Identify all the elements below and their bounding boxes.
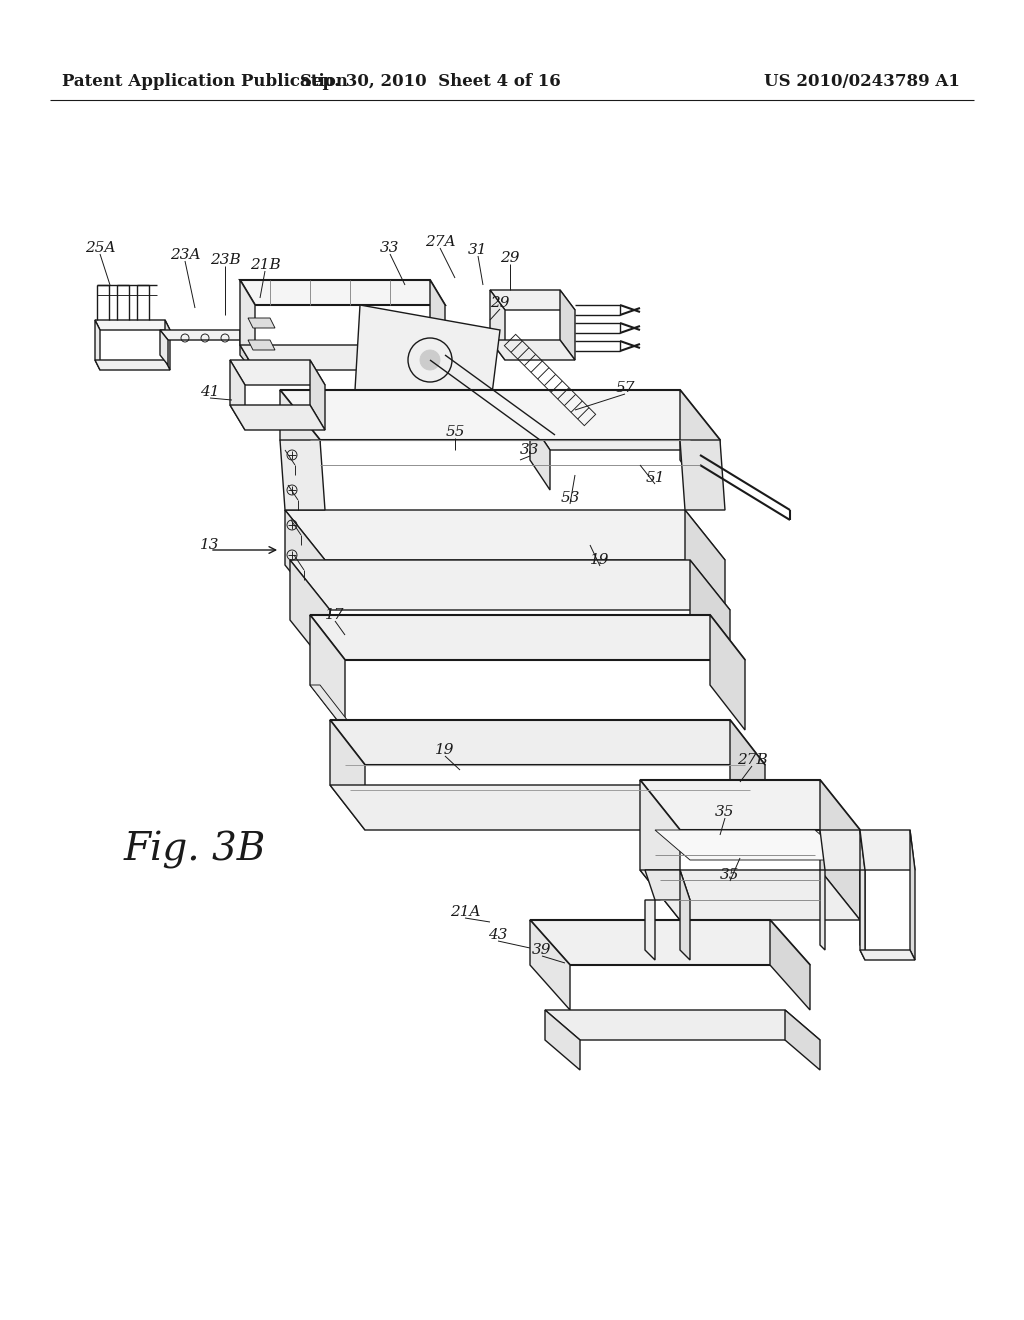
Polygon shape (785, 1010, 820, 1071)
Polygon shape (248, 341, 275, 350)
Text: 33: 33 (380, 242, 399, 255)
Text: 41: 41 (201, 385, 220, 399)
Polygon shape (680, 870, 690, 960)
Polygon shape (560, 290, 575, 360)
Polygon shape (285, 510, 325, 615)
Polygon shape (645, 870, 690, 900)
Text: 53: 53 (560, 491, 580, 506)
Polygon shape (240, 330, 248, 366)
Polygon shape (910, 830, 915, 960)
Text: 27B: 27B (736, 752, 767, 767)
Polygon shape (530, 920, 570, 1010)
Polygon shape (285, 510, 725, 560)
Polygon shape (240, 280, 445, 305)
Polygon shape (490, 290, 575, 310)
Polygon shape (860, 830, 915, 870)
Text: 29: 29 (501, 251, 520, 265)
Polygon shape (860, 870, 865, 960)
Polygon shape (95, 360, 170, 370)
Polygon shape (165, 319, 170, 370)
Polygon shape (820, 870, 825, 950)
Text: 33: 33 (520, 444, 540, 457)
Text: 27A: 27A (425, 235, 456, 249)
Polygon shape (290, 560, 730, 610)
Polygon shape (860, 950, 915, 960)
Polygon shape (820, 830, 865, 870)
Text: 39: 39 (532, 942, 552, 957)
Polygon shape (430, 280, 445, 370)
Polygon shape (545, 1010, 580, 1071)
Polygon shape (310, 685, 355, 730)
Polygon shape (280, 389, 720, 440)
Text: 29: 29 (490, 296, 510, 310)
Text: 35: 35 (720, 869, 739, 882)
Text: 31: 31 (468, 243, 487, 257)
Polygon shape (160, 330, 168, 366)
Polygon shape (240, 280, 255, 370)
Text: 57: 57 (615, 381, 635, 395)
Text: 55: 55 (445, 425, 465, 440)
Polygon shape (730, 719, 765, 830)
Text: 21A: 21A (450, 906, 480, 919)
Polygon shape (330, 719, 365, 830)
Polygon shape (690, 560, 730, 671)
Text: 25A: 25A (85, 242, 116, 255)
Polygon shape (240, 345, 445, 370)
Circle shape (420, 350, 440, 370)
Text: 21B: 21B (250, 257, 281, 272)
Polygon shape (770, 920, 810, 1010)
Text: 23A: 23A (170, 248, 201, 261)
Text: Patent Application Publication: Patent Application Publication (62, 74, 348, 91)
Polygon shape (530, 420, 700, 450)
Polygon shape (355, 305, 500, 411)
Polygon shape (95, 319, 170, 330)
Polygon shape (860, 830, 865, 950)
Text: 17: 17 (326, 609, 345, 622)
Polygon shape (95, 319, 100, 370)
Polygon shape (640, 780, 680, 920)
Polygon shape (680, 420, 700, 490)
Polygon shape (280, 440, 325, 510)
Text: 43: 43 (488, 928, 508, 942)
Polygon shape (645, 900, 655, 960)
Text: Fig. 3B: Fig. 3B (124, 832, 266, 869)
Text: 19: 19 (435, 743, 455, 756)
Polygon shape (640, 780, 860, 830)
Polygon shape (310, 615, 745, 660)
Polygon shape (640, 870, 860, 920)
Polygon shape (530, 420, 550, 490)
Polygon shape (545, 1010, 820, 1040)
Polygon shape (310, 360, 325, 430)
Polygon shape (310, 615, 345, 730)
Polygon shape (530, 920, 810, 965)
Polygon shape (290, 560, 330, 671)
Text: 35: 35 (715, 805, 735, 818)
Polygon shape (280, 389, 319, 490)
Polygon shape (230, 360, 325, 385)
Text: Sep. 30, 2010  Sheet 4 of 16: Sep. 30, 2010 Sheet 4 of 16 (300, 74, 560, 91)
Text: 23B: 23B (210, 253, 241, 267)
Polygon shape (820, 780, 860, 920)
Polygon shape (685, 510, 725, 615)
Polygon shape (330, 785, 765, 830)
Polygon shape (710, 615, 745, 730)
Polygon shape (490, 290, 505, 360)
Polygon shape (230, 360, 245, 430)
Text: 13: 13 (201, 539, 220, 552)
Text: US 2010/0243789 A1: US 2010/0243789 A1 (764, 74, 961, 91)
Polygon shape (230, 405, 325, 430)
Polygon shape (330, 719, 765, 766)
Polygon shape (655, 830, 850, 861)
Polygon shape (680, 389, 720, 490)
Polygon shape (680, 440, 725, 510)
Text: 51: 51 (645, 471, 665, 484)
Text: 19: 19 (590, 553, 609, 568)
Polygon shape (160, 330, 248, 341)
Polygon shape (490, 341, 575, 360)
Polygon shape (248, 318, 275, 327)
